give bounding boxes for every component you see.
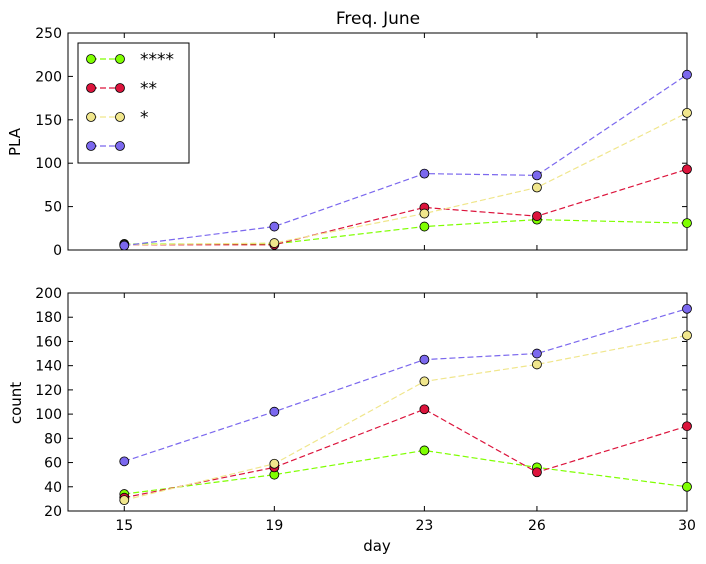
x-tick-label: 15 [115, 518, 133, 534]
y-tick-label: 160 [35, 334, 62, 350]
data-point [532, 348, 542, 359]
data-point [682, 218, 692, 228]
data-point [682, 69, 692, 80]
data-point [532, 211, 542, 222]
series-line [124, 449, 688, 495]
data-point [419, 376, 430, 387]
legend-marker [86, 54, 96, 64]
y-tick-label: 250 [35, 26, 62, 42]
legend-marker [115, 83, 125, 93]
bottom-y-axis-label: count [7, 382, 25, 424]
legend-marker [86, 112, 96, 122]
data-point [682, 303, 692, 314]
legend-marker [86, 83, 96, 93]
series-line [124, 408, 688, 499]
y-tick-label: 50 [44, 200, 62, 216]
data-point [682, 107, 692, 118]
data-point [532, 170, 542, 181]
y-tick-label: 80 [44, 431, 62, 447]
legend-label: * [140, 108, 149, 128]
series-line [124, 112, 688, 246]
y-tick-label: 120 [35, 383, 62, 399]
y-tick-label: 20 [44, 504, 62, 520]
legend-label: ** [140, 79, 157, 99]
y-tick-label: 180 [35, 310, 62, 326]
y-tick-label: 150 [35, 113, 62, 129]
chart-title: Freq. June [336, 9, 420, 29]
data-point [419, 221, 430, 232]
legend-marker [115, 112, 125, 122]
top-y-axis-label: PLA [6, 127, 24, 156]
data-point [682, 421, 692, 432]
x-tick-label: 19 [265, 518, 283, 534]
legend-marker [86, 141, 96, 151]
data-point [682, 330, 692, 341]
y-tick-label: 100 [35, 407, 62, 423]
y-tick-label: 40 [44, 480, 62, 496]
data-point [419, 354, 430, 365]
data-point [119, 495, 130, 506]
x-axis-label: day [363, 537, 391, 555]
x-tick-label: 23 [415, 518, 433, 534]
x-tick-label: 30 [678, 518, 696, 534]
data-point [532, 467, 542, 478]
data-point [419, 445, 430, 456]
legend-marker [115, 54, 125, 64]
data-point [119, 456, 130, 467]
legend-marker [115, 141, 125, 151]
y-tick-label: 60 [44, 456, 62, 472]
data-point [532, 182, 542, 193]
plot-area [67, 292, 688, 512]
data-point [682, 481, 692, 492]
data-point [419, 404, 430, 415]
data-point [419, 208, 430, 219]
legend: ******* [77, 42, 190, 164]
y-tick-label: 0 [53, 243, 62, 259]
data-point [269, 458, 280, 469]
y-tick-label: 200 [35, 286, 62, 302]
y-tick-label: 140 [35, 359, 62, 375]
bottom-subplot: 20 40 60 80 100 120 140 160 180 200 15 19 23 26 30 [35, 286, 696, 534]
data-point [269, 238, 280, 248]
data-point [269, 221, 280, 232]
data-point [419, 168, 430, 179]
y-tick-label: 200 [35, 69, 62, 85]
legend-label: **** [140, 50, 174, 70]
series-line [124, 168, 688, 246]
data-point [532, 359, 542, 370]
legend-box [77, 42, 190, 164]
data-point [119, 240, 130, 251]
data-point [682, 164, 692, 175]
y-tick-label: 100 [35, 156, 62, 172]
data-point [269, 406, 280, 417]
x-tick-label: 26 [528, 518, 546, 534]
